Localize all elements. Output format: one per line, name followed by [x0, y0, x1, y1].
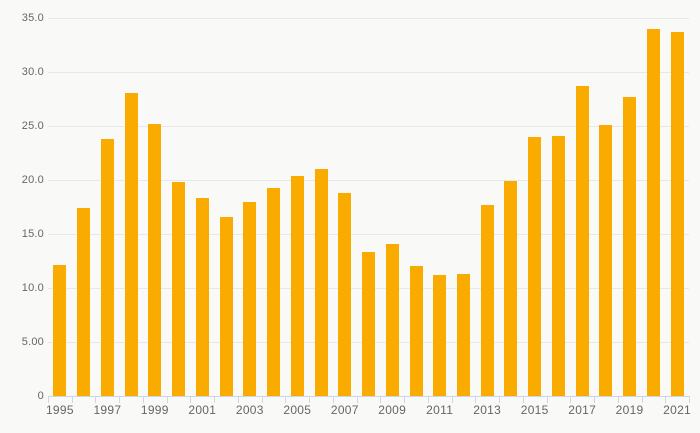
x-axis-tick: [452, 397, 453, 403]
bar-2007[interactable]: [338, 193, 352, 396]
x-axis-label: 2001: [188, 403, 217, 417]
x-axis-tick: [190, 397, 191, 403]
x-axis-tick: [547, 397, 548, 403]
bar-2018[interactable]: [599, 124, 613, 396]
x-axis-tick: [689, 397, 690, 403]
x-axis-tick: [309, 397, 310, 403]
bar-2021[interactable]: [670, 32, 684, 396]
x-axis-label: 2021: [663, 403, 692, 417]
bar-2001[interactable]: [195, 198, 209, 396]
bar-2011[interactable]: [433, 275, 447, 396]
x-axis-tick: [618, 397, 619, 403]
y-axis-label: 0: [37, 390, 44, 402]
gridline-15.0: [48, 233, 689, 235]
x-axis-tick: [404, 397, 405, 403]
gridline-20.0: [48, 179, 689, 181]
bar-2008[interactable]: [362, 252, 375, 396]
x-axis-label: 2009: [378, 403, 407, 417]
x-axis-label: 2019: [615, 403, 644, 417]
bar-2000[interactable]: [172, 182, 186, 396]
bar-2014[interactable]: [504, 181, 518, 396]
bar-2006[interactable]: [314, 169, 328, 396]
gridline-25.0: [48, 125, 689, 127]
bar-2002[interactable]: [219, 216, 233, 396]
bar-2020[interactable]: [646, 28, 660, 396]
x-axis-tick: [119, 397, 120, 403]
x-axis-tick: [48, 397, 49, 403]
bar-2004[interactable]: [267, 187, 280, 396]
bar-2013[interactable]: [480, 204, 494, 396]
x-axis-tick: [143, 397, 144, 403]
x-axis-tick: [72, 397, 73, 403]
y-axis-label: 10.0: [21, 282, 44, 294]
x-axis-tick: [333, 397, 334, 403]
bar-2017[interactable]: [575, 86, 589, 396]
x-axis-tick: [642, 397, 643, 403]
bar-2019[interactable]: [623, 96, 637, 396]
gridline-35.0: [48, 17, 689, 19]
x-axis-label: 2005: [283, 403, 312, 417]
bar-1999[interactable]: [148, 123, 162, 396]
bar-2010[interactable]: [409, 266, 423, 396]
x-axis-label: 2007: [330, 403, 359, 417]
x-axis-label: 1999: [140, 403, 169, 417]
y-axis-label: 5.00: [21, 336, 44, 348]
x-axis-line: [48, 396, 690, 397]
x-axis-label: 2017: [568, 403, 597, 417]
x-axis-tick: [665, 397, 666, 403]
y-axis-label: 15.0: [21, 228, 44, 240]
x-axis-label: 1995: [45, 403, 74, 417]
y-axis-label: 30.0: [21, 66, 44, 78]
x-axis-tick: [594, 397, 595, 403]
x-axis-label: 2015: [520, 403, 549, 417]
bar-1998[interactable]: [124, 92, 138, 396]
x-axis-tick: [262, 397, 263, 403]
x-axis-tick: [167, 397, 168, 403]
bar-2015[interactable]: [528, 136, 542, 396]
y-axis-label: 35.0: [21, 12, 44, 24]
x-axis-tick: [570, 397, 571, 403]
x-axis-label: 2011: [426, 403, 454, 417]
x-axis-tick: [380, 397, 381, 403]
x-axis-label: 2013: [473, 403, 502, 417]
x-axis-tick: [428, 397, 429, 403]
x-axis-tick: [475, 397, 476, 403]
bar-1997[interactable]: [100, 139, 114, 396]
bar-2005[interactable]: [290, 175, 304, 396]
bar-2012[interactable]: [457, 274, 470, 396]
bar-2009[interactable]: [385, 243, 399, 396]
y-axis-label: 25.0: [21, 120, 44, 132]
x-axis-tick: [357, 397, 358, 403]
bar-2003[interactable]: [243, 201, 257, 396]
gridline-30.0: [48, 71, 689, 73]
bar-1996[interactable]: [77, 208, 91, 396]
x-axis-label: 2003: [235, 403, 264, 417]
x-axis-tick: [238, 397, 239, 403]
bar-1995[interactable]: [53, 265, 67, 396]
x-axis-label: 1997: [93, 403, 122, 417]
x-axis-tick: [285, 397, 286, 403]
x-axis-tick: [214, 397, 215, 403]
x-axis-tick: [523, 397, 524, 403]
x-axis-tick: [499, 397, 500, 403]
x-axis-tick: [95, 397, 96, 403]
bar-2016[interactable]: [551, 135, 565, 396]
y-axis-label: 20.0: [21, 174, 44, 186]
